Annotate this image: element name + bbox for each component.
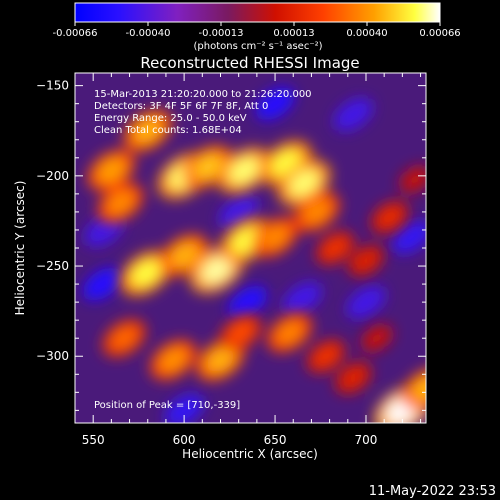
negative-region [282, 282, 322, 316]
emission-blob [201, 255, 233, 284]
y-tick-label: −300 [36, 349, 69, 363]
colorbar-tick-label: -0.00066 [53, 28, 98, 39]
emission-blob [170, 242, 199, 268]
emission-blob [378, 207, 401, 227]
negative-region [228, 285, 268, 319]
y-tick-label: −200 [36, 169, 69, 183]
x-axis-ticks: 550 600 650 700 [82, 73, 422, 447]
emission-blob [367, 329, 387, 347]
annotation-line: Clean Total counts: 1.68E+04 [94, 125, 242, 136]
x-tick-label: 650 [264, 433, 287, 447]
emission-blob [206, 347, 235, 373]
emission-blob [111, 327, 137, 350]
emission-blob [107, 191, 134, 215]
chart-title: Reconstructed RHESSI Image [140, 54, 359, 72]
emission-blob [276, 321, 303, 345]
emission-blob [130, 260, 162, 287]
emission-blob [133, 118, 162, 143]
negative-region [164, 393, 204, 423]
emission-blob [342, 368, 364, 388]
negative-regions [82, 87, 426, 423]
emission-blob [228, 156, 260, 184]
emission-blob [288, 169, 320, 197]
x-tick-label: 550 [82, 433, 105, 447]
colorbar-tick-label: 0.00013 [273, 28, 314, 39]
emission-blob [228, 322, 253, 344]
negative-region [255, 87, 295, 121]
negative-region [333, 97, 373, 132]
y-tick-label: −250 [36, 259, 69, 273]
render-timestamp: 11-May-2022 23:53 [369, 484, 496, 499]
emission-blob [193, 154, 223, 180]
x-tick-label: 600 [173, 433, 196, 447]
colorbar-tick-label: -0.00013 [199, 28, 244, 39]
annotation-line: Energy Range: 25.0 - 50.0 keV [94, 113, 247, 124]
colorbar [74, 2, 441, 23]
emission-blobs [87, 109, 426, 423]
negative-region [391, 220, 426, 254]
emission-blob [355, 251, 377, 270]
emission-blob [303, 200, 331, 224]
colorbar-label: (photons cm⁻² s⁻¹ asec⁻²) [193, 41, 322, 52]
emission-blob [314, 346, 338, 366]
negative-region [82, 267, 122, 301]
emission-blob [323, 238, 347, 258]
peak-position-label: Position of Peak = [710,-339] [94, 400, 240, 411]
negative-region [346, 285, 386, 319]
colorbar-tick-label: -0.00040 [126, 28, 171, 39]
y-axis-label: Heliocentric Y (arcsec) [13, 181, 27, 316]
annotation-line: 15-Mar-2013 21:20:20.000 to 21:26:20.000 [94, 89, 312, 100]
emission-blob [261, 225, 289, 249]
emission-blob [159, 348, 187, 372]
x-axis-label: Heliocentric X (arcsec) [182, 447, 318, 461]
annotation-line: Detectors: 3F 4F 5F 6F 7F 8F, Att 0 [94, 101, 268, 112]
y-axis-ticks: −150 −200 −250 −300 [36, 79, 426, 411]
colorbar-tick-label: 0.00066 [419, 28, 460, 39]
emission-blob [97, 158, 126, 183]
x-tick-label: 700 [355, 433, 378, 447]
y-tick-label: −150 [36, 79, 69, 93]
colorbar-tick-label: 0.00040 [346, 28, 387, 39]
colorbar-ticks: -0.00066 -0.00040 -0.00013 0.00013 0.00040 0.… [53, 22, 461, 39]
image-annotations: 15-Mar-2013 21:20:20.000 to 21:26:20.000… [94, 89, 312, 136]
